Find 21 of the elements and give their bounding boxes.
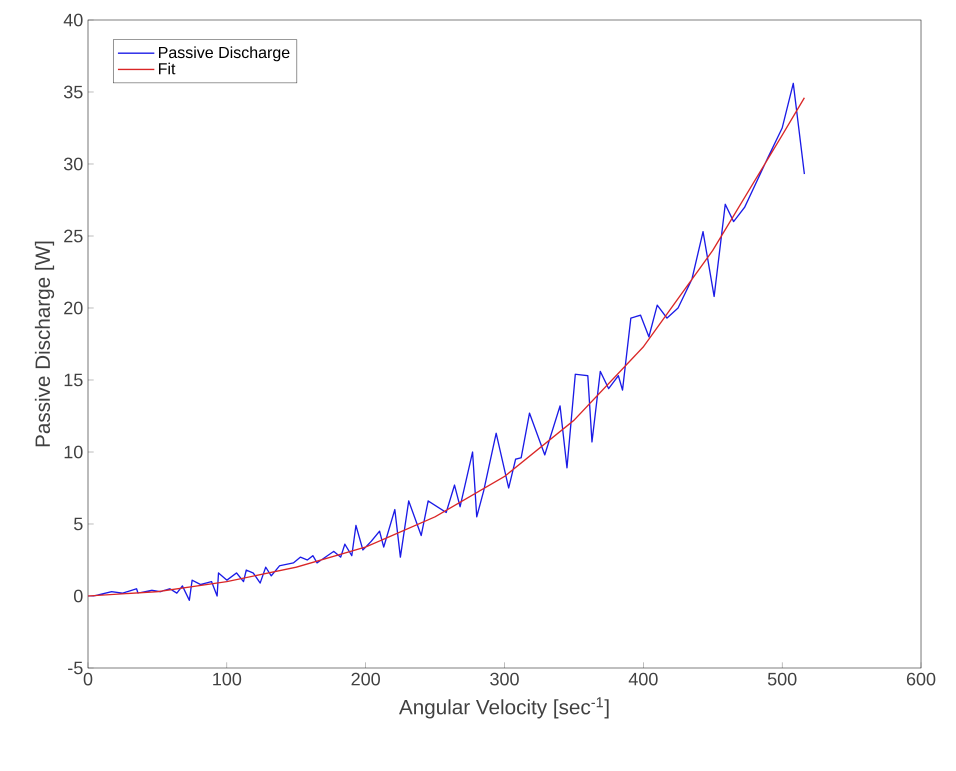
x-tick-label: 200 xyxy=(352,672,380,686)
y-tick-label: 15 xyxy=(64,374,83,386)
x-axis-title: Angular Velocity [sec$^{-1}$] xyxy=(398,697,609,718)
x-tick-label: 300 xyxy=(490,672,519,686)
x-tick-label: 400 xyxy=(628,672,658,686)
y-axis-title: Passive Discharge [W] xyxy=(34,242,54,446)
y-tick-label: 30 xyxy=(64,158,83,170)
x-tick-label: 0 xyxy=(84,672,92,686)
y-tick-label: 40 xyxy=(64,14,83,26)
y-tick-label: 5 xyxy=(74,518,83,530)
x-tick-label: 500 xyxy=(768,672,796,686)
y-tick-label: 35 xyxy=(64,86,83,98)
y-tick-label: 20 xyxy=(64,302,83,314)
y-tick-label: -5 xyxy=(68,662,83,674)
legend-label: Fit xyxy=(158,62,176,74)
y-tick-label: 0 xyxy=(74,590,83,602)
x-tick-label: 600 xyxy=(906,672,936,686)
legend-label: Passive Discharge xyxy=(158,46,290,62)
y-tick-label: 10 xyxy=(64,446,83,458)
x-tick-label: 100 xyxy=(213,672,242,686)
y-tick-label: 25 xyxy=(64,230,83,242)
